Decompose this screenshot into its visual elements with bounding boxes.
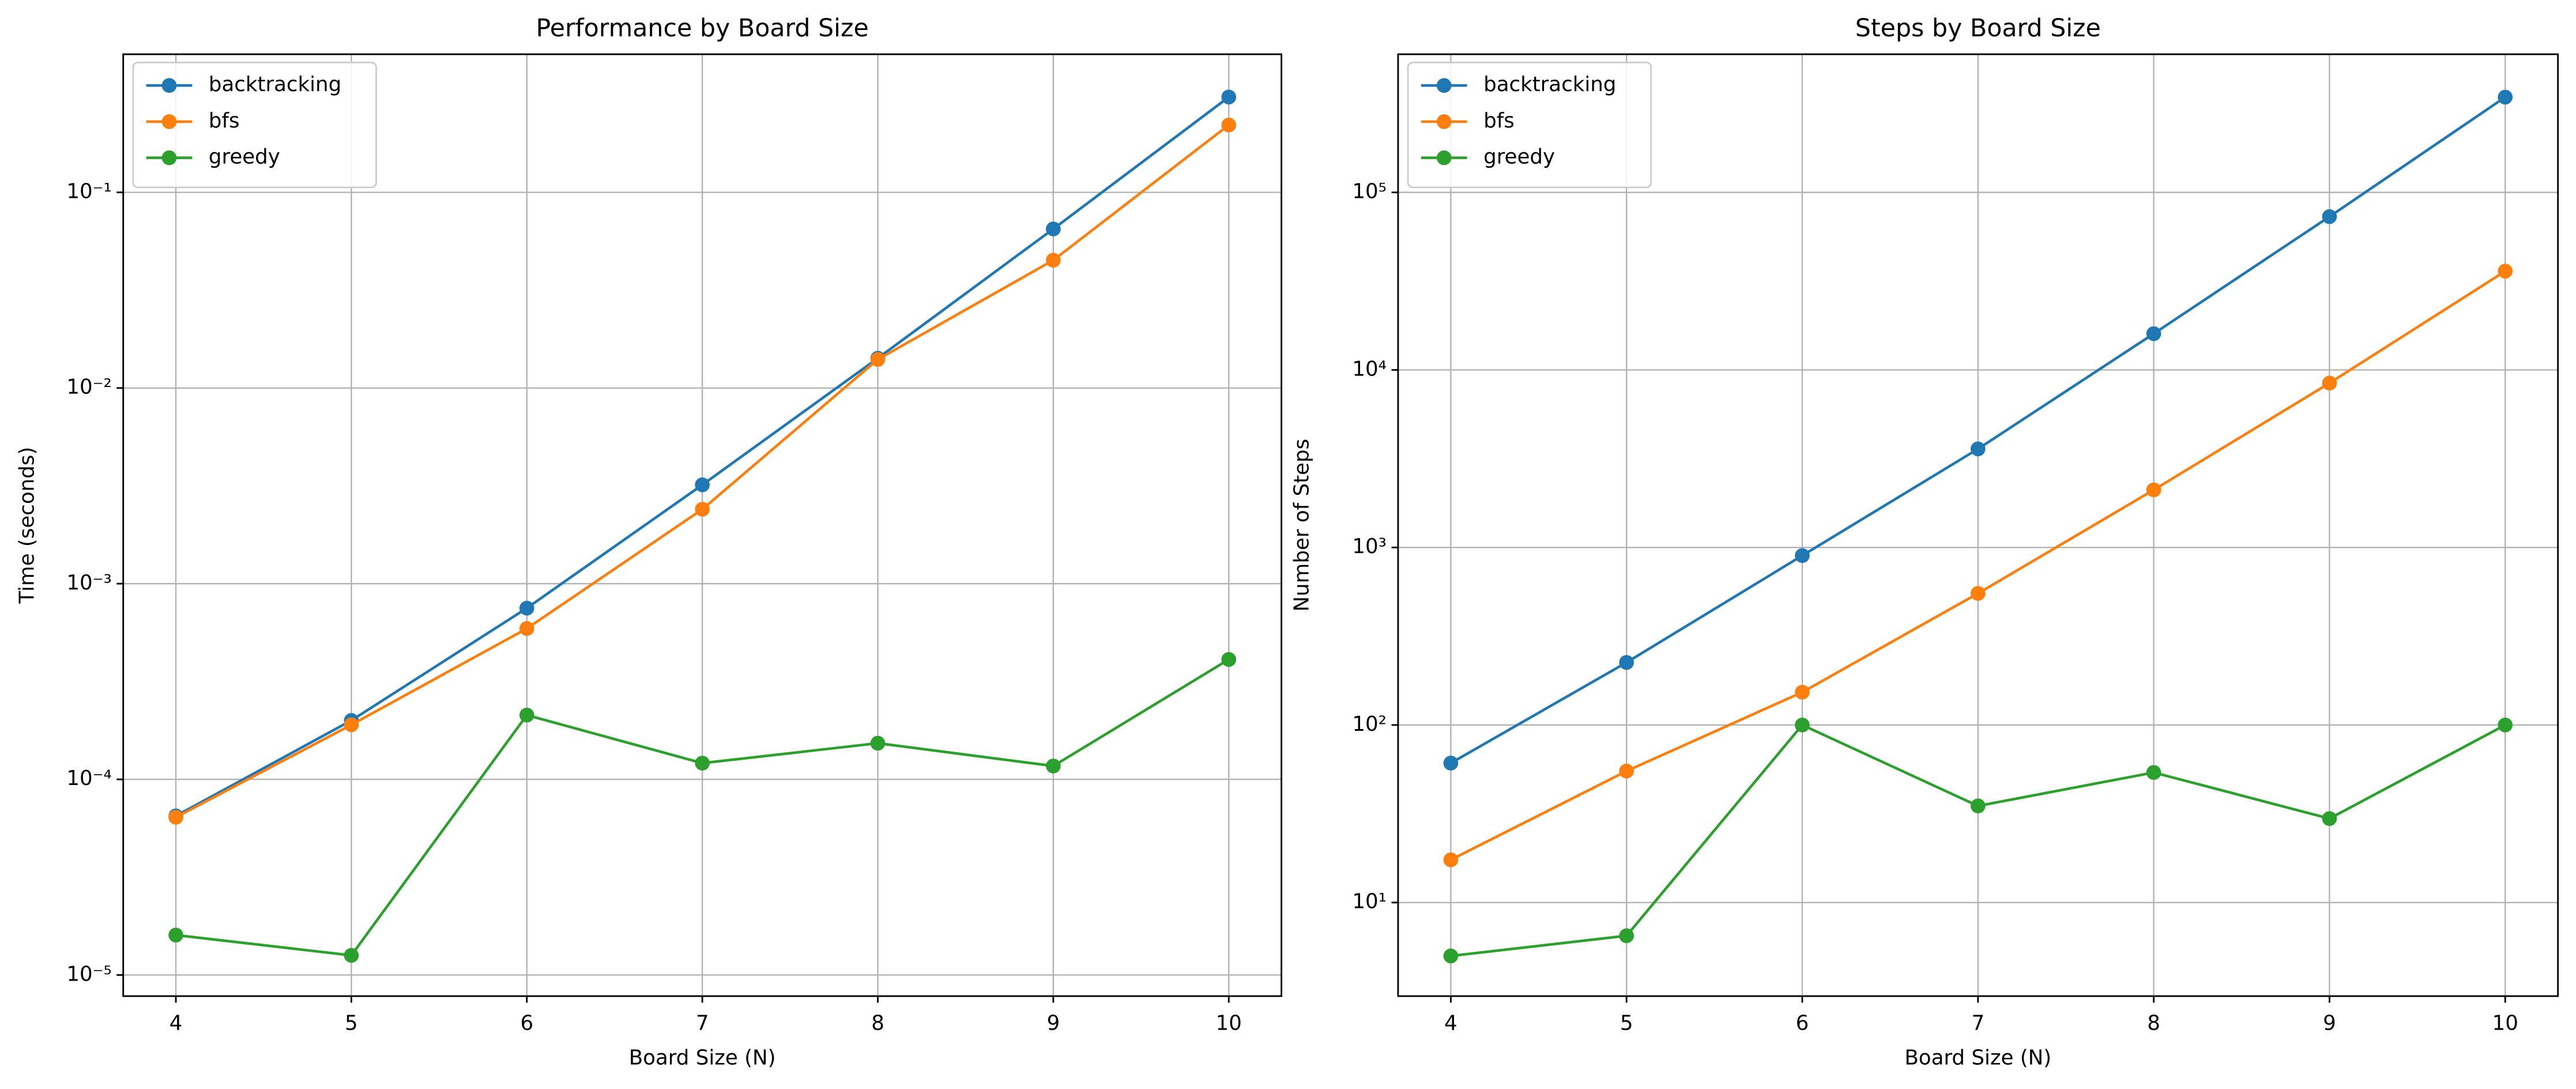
point [1795, 685, 1810, 700]
y-tick-label: 10⁻⁴ [66, 767, 111, 790]
y-tick-label: 10² [1352, 712, 1387, 736]
x-tick-label: 7 [1971, 1011, 1984, 1035]
x-tick-label: 9 [1047, 1011, 1060, 1035]
y-tick-label: 10⁻³ [66, 571, 111, 595]
point [519, 600, 534, 616]
y-axis-label: Number of Steps [1290, 439, 1314, 612]
legend-marker [161, 150, 177, 166]
point [344, 717, 359, 733]
point [1795, 548, 1810, 564]
point [1619, 928, 1634, 944]
point [1443, 852, 1459, 868]
legend-marker [161, 114, 177, 129]
point [2146, 482, 2161, 498]
point [1046, 221, 1061, 236]
y-axis-label: Time (seconds) [15, 447, 39, 604]
legend-box [132, 61, 377, 189]
legend-label: greedy [1483, 145, 1555, 169]
x-tick-label: 6 [520, 1011, 533, 1035]
point [2322, 209, 2337, 224]
legend-label: bfs [209, 109, 240, 133]
point [168, 810, 183, 825]
point [168, 927, 183, 942]
plot-frame [1397, 53, 2559, 997]
x-tick-label: 10 [2492, 1011, 2518, 1035]
point [2146, 326, 2161, 341]
point [519, 621, 534, 636]
point [1221, 117, 1237, 133]
point [2498, 718, 2513, 733]
point [1970, 798, 1986, 814]
point [2498, 89, 2513, 105]
point [2322, 811, 2337, 827]
legend-marker [1436, 114, 1452, 129]
point [695, 756, 710, 771]
point [2146, 765, 2161, 780]
x-tick-label: 4 [1444, 1011, 1458, 1035]
x-axis-label: Board Size (N) [629, 1046, 776, 1069]
point [1970, 441, 1986, 457]
point [1046, 253, 1061, 268]
x-tick-label: 5 [1620, 1011, 1633, 1035]
x-tick-label: 4 [170, 1011, 183, 1035]
point [1443, 948, 1459, 964]
y-tick-label: 10³ [1352, 535, 1387, 558]
point [1443, 756, 1459, 771]
panel: Performance by Board Size Board Size (N) T… [15, 14, 1283, 1069]
point [1221, 89, 1237, 105]
legend-label: bfs [1483, 109, 1515, 133]
x-tick-label: 9 [2323, 1011, 2336, 1035]
legend-label: greedy [209, 145, 280, 169]
point [1221, 652, 1237, 667]
chart-title: Performance by Board Size [536, 14, 869, 43]
x-tick-label: 8 [871, 1011, 884, 1035]
panel: Steps by Board Size Board Size (N) Number … [1290, 14, 2559, 1069]
x-axis-label: Board Size (N) [1904, 1046, 2051, 1069]
point [2322, 375, 2337, 390]
legend-label: backtracking [1483, 73, 1616, 96]
y-tick-label: 10⁻² [66, 375, 111, 399]
x-tick-label: 5 [345, 1011, 358, 1035]
legend-marker [1436, 78, 1452, 93]
legend-box [1407, 61, 1652, 189]
x-tick-label: 8 [2147, 1011, 2160, 1035]
y-tick-label: 10⁵ [1352, 180, 1387, 204]
plot-frame [122, 53, 1283, 997]
point [1619, 764, 1634, 779]
x-tick-label: 10 [1216, 1011, 1242, 1035]
chart-title: Steps by Board Size [1855, 14, 2101, 43]
point [519, 707, 534, 723]
y-tick-label: 10⁴ [1352, 357, 1387, 381]
legend-marker [161, 78, 177, 93]
point [1046, 758, 1061, 773]
point [870, 352, 886, 367]
y-tick-label: 10⁻¹ [66, 179, 111, 203]
point [2498, 264, 2513, 279]
point [1619, 655, 1634, 670]
point [1970, 585, 1986, 601]
point [695, 477, 710, 493]
x-tick-label: 6 [1796, 1011, 1809, 1035]
y-tick-label: 10¹ [1352, 890, 1387, 914]
point [344, 948, 359, 963]
x-tick-label: 7 [696, 1011, 709, 1035]
legend-marker [1436, 150, 1452, 166]
point [1795, 718, 1810, 733]
point [695, 502, 710, 517]
legend-label: backtracking [209, 73, 341, 96]
y-tick-label: 10⁻⁵ [66, 962, 111, 986]
point [870, 735, 886, 751]
